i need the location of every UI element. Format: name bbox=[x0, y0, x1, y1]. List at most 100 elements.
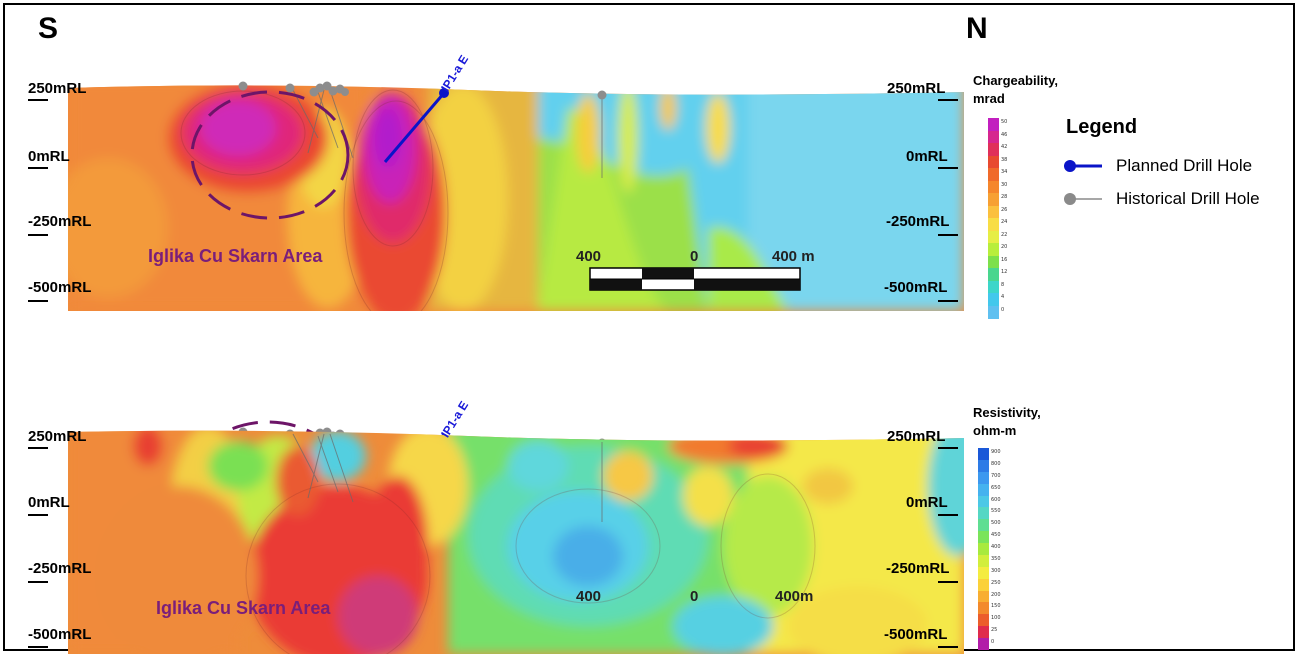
rl-tick bbox=[938, 581, 958, 583]
colorbar-segment bbox=[988, 180, 999, 194]
colorbar-tick-label: 600 bbox=[991, 496, 1001, 503]
south-label: S bbox=[38, 12, 59, 45]
colorbar-segment bbox=[978, 638, 989, 651]
colorbar-segment bbox=[988, 218, 999, 231]
rl-right-neg250-top: -250mRL bbox=[886, 213, 950, 230]
colorbar-segment bbox=[978, 590, 989, 603]
rl-tick bbox=[28, 167, 48, 169]
colorbar-tick-label: 28 bbox=[1001, 194, 1008, 200]
colorbar-tick-label: 800 bbox=[991, 460, 1001, 467]
colorbar-segment bbox=[988, 193, 999, 206]
colorbar-segment bbox=[978, 626, 989, 639]
planned-drill-hole-symbol bbox=[1064, 160, 1102, 172]
colorbar-segment bbox=[988, 268, 999, 281]
colorbar-title-line1: Resistivity, bbox=[973, 405, 1041, 420]
rl-right-0-top: 0mRL bbox=[906, 148, 948, 165]
skarn-area-label-bottom: Iglika Cu Skarn Area bbox=[156, 598, 331, 618]
colorbar-segment bbox=[988, 118, 999, 131]
historical-holes-top bbox=[238, 81, 607, 100]
colorbar-tick-label: 700 bbox=[991, 472, 1001, 479]
colorbar-segment bbox=[988, 293, 999, 306]
colorbar-tick-label: 12 bbox=[1001, 269, 1008, 275]
scale-bar-top bbox=[589, 267, 801, 291]
scale-mid-top: 0 bbox=[690, 248, 699, 265]
rl-tick bbox=[938, 514, 958, 516]
colorbar-tick-label: 25 bbox=[991, 627, 998, 634]
rl-right-neg500-bottom: -500mRL bbox=[884, 626, 948, 643]
legend-planned-drill-hole: Planned Drill Hole bbox=[1116, 156, 1253, 175]
rl-tick bbox=[28, 234, 48, 236]
colorbar-segment bbox=[988, 143, 999, 156]
planned-hole-collar-top bbox=[439, 88, 449, 98]
resistivity-colorbar-title: Resistivity, ohm-m bbox=[973, 404, 1041, 440]
colorbar-tick-label: 300 bbox=[991, 567, 1001, 574]
colorbar-tick-label: 34 bbox=[1001, 169, 1008, 175]
rl-left-neg500-bottom: -500mRL bbox=[28, 626, 92, 643]
scale-right-top: 400 m bbox=[772, 248, 815, 265]
colorbar-tick-label: 30 bbox=[1001, 181, 1008, 188]
rl-tick bbox=[28, 646, 48, 648]
rl-tick bbox=[28, 581, 48, 583]
rl-tick bbox=[938, 300, 958, 302]
rl-tick bbox=[938, 167, 958, 169]
colorbar-tick-label: 24 bbox=[1001, 219, 1008, 225]
scale-left-top: 400 bbox=[576, 248, 602, 265]
colorbar-title-line2: ohm-m bbox=[973, 423, 1017, 438]
resistivity-colorbar bbox=[978, 448, 989, 651]
rl-tick bbox=[938, 234, 958, 236]
rl-tick bbox=[938, 447, 958, 449]
chargeability-colorbar bbox=[988, 118, 999, 319]
scale-mid-bottom: 0 bbox=[690, 588, 699, 605]
colorbar-segment bbox=[978, 602, 989, 615]
colorbar-segment bbox=[978, 495, 989, 508]
colorbar-tick-label: 0 bbox=[991, 639, 995, 646]
legend-title: Legend bbox=[1066, 116, 1138, 138]
resistivity-section bbox=[68, 426, 964, 654]
rl-right-0-bottom: 0mRL bbox=[906, 494, 948, 511]
colorbar-segment bbox=[988, 280, 999, 294]
colorbar-segment bbox=[978, 578, 989, 592]
rl-tick bbox=[28, 300, 48, 302]
rl-left-neg250-bottom: -250mRL bbox=[28, 560, 92, 577]
colorbar-segment bbox=[978, 471, 989, 485]
colorbar-segment bbox=[978, 543, 989, 556]
colorbar-segment bbox=[988, 305, 999, 319]
colorbar-tick-label: 100 bbox=[991, 615, 1001, 622]
colorbar-tick-label: 16 bbox=[1001, 256, 1008, 263]
rl-tick bbox=[938, 646, 958, 648]
colorbar-tick-label: 650 bbox=[991, 484, 1001, 491]
colorbar-tick-label: 150 bbox=[991, 603, 1001, 610]
colorbar-tick-label: 250 bbox=[991, 579, 1001, 586]
colorbar-tick-label: 900 bbox=[991, 449, 1001, 455]
colorbar-segment bbox=[978, 554, 989, 568]
colorbar-segment bbox=[988, 243, 999, 256]
rl-tick bbox=[28, 99, 48, 101]
colorbar-segment bbox=[978, 531, 989, 544]
rl-tick bbox=[938, 99, 958, 101]
colorbar-segment bbox=[988, 205, 999, 219]
colorbar-segment bbox=[978, 507, 989, 520]
rl-left-0-bottom: 0mRL bbox=[28, 494, 70, 511]
colorbar-segment bbox=[988, 155, 999, 169]
rl-right-250-bottom: 250mRL bbox=[887, 428, 946, 445]
colorbar-segment bbox=[988, 168, 999, 181]
colorbar-tick-label: 20 bbox=[1001, 244, 1008, 250]
chargeability-section bbox=[68, 78, 964, 311]
rl-left-250-bottom: 250mRL bbox=[28, 428, 87, 445]
colorbar-tick-label: 42 bbox=[1001, 144, 1008, 150]
rl-right-neg250-bottom: -250mRL bbox=[886, 560, 950, 577]
colorbar-tick-label: 46 bbox=[1001, 131, 1008, 138]
colorbar-segment bbox=[988, 230, 999, 244]
colorbar-tick-label: 8 bbox=[1001, 281, 1005, 288]
colorbar-tick-label: 200 bbox=[991, 591, 1001, 598]
rl-right-neg500-top: -500mRL bbox=[884, 279, 948, 296]
rl-left-250-top: 250mRL bbox=[28, 80, 87, 97]
skarn-area-outline-top bbox=[190, 90, 350, 220]
rl-left-neg500-top: -500mRL bbox=[28, 279, 92, 296]
colorbar-title-line2: mrad bbox=[973, 91, 1005, 106]
colorbar-tick-label: 500 bbox=[991, 520, 1001, 527]
rl-tick bbox=[28, 514, 48, 516]
colorbar-segment bbox=[978, 566, 989, 580]
scale-right-bottom: 400m bbox=[775, 588, 814, 605]
colorbar-tick-label: 0 bbox=[1001, 306, 1005, 313]
